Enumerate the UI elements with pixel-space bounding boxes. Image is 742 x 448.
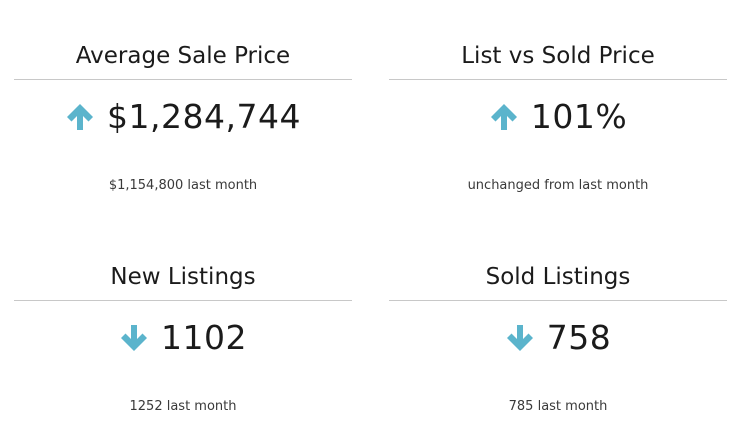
comparison-note: $1,154,800 last month xyxy=(108,178,258,193)
comparison-note: 785 last month xyxy=(508,399,608,414)
card-title: List vs Sold Price xyxy=(461,43,655,69)
arrow-up-icon xyxy=(489,102,519,132)
stat-value: 758 xyxy=(546,318,612,357)
value-row: $1,284,744 xyxy=(14,95,352,139)
comparison-note: unchanged from last month xyxy=(467,178,649,193)
card-title: Sold Listings xyxy=(485,264,631,290)
divider xyxy=(14,300,352,301)
stat-value: 101% xyxy=(530,97,628,136)
stat-value: $1,284,744 xyxy=(107,97,301,136)
value-row: 1102 xyxy=(14,316,352,360)
divider xyxy=(14,79,352,80)
value-row: 758 xyxy=(389,316,727,360)
card-title: New Listings xyxy=(110,264,256,290)
divider xyxy=(389,79,727,80)
value-row: 101% xyxy=(389,95,727,139)
comparison-note: 1252 last month xyxy=(129,399,237,414)
arrow-down-icon xyxy=(119,323,149,353)
stat-card-list-vs-sold-price: List vs Sold Price 101% unchanged from l… xyxy=(389,25,727,225)
divider xyxy=(389,300,727,301)
stat-card-new-listings: New Listings 1102 1252 last month xyxy=(14,246,352,446)
arrow-up-icon xyxy=(65,102,95,132)
stat-card-average-sale-price: Average Sale Price $1,284,744 $1,154,800… xyxy=(14,25,352,225)
stat-card-sold-listings: Sold Listings 758 785 last month xyxy=(389,246,727,446)
stat-value: 1102 xyxy=(161,318,247,357)
arrow-down-icon xyxy=(505,323,535,353)
card-title: Average Sale Price xyxy=(75,43,291,69)
